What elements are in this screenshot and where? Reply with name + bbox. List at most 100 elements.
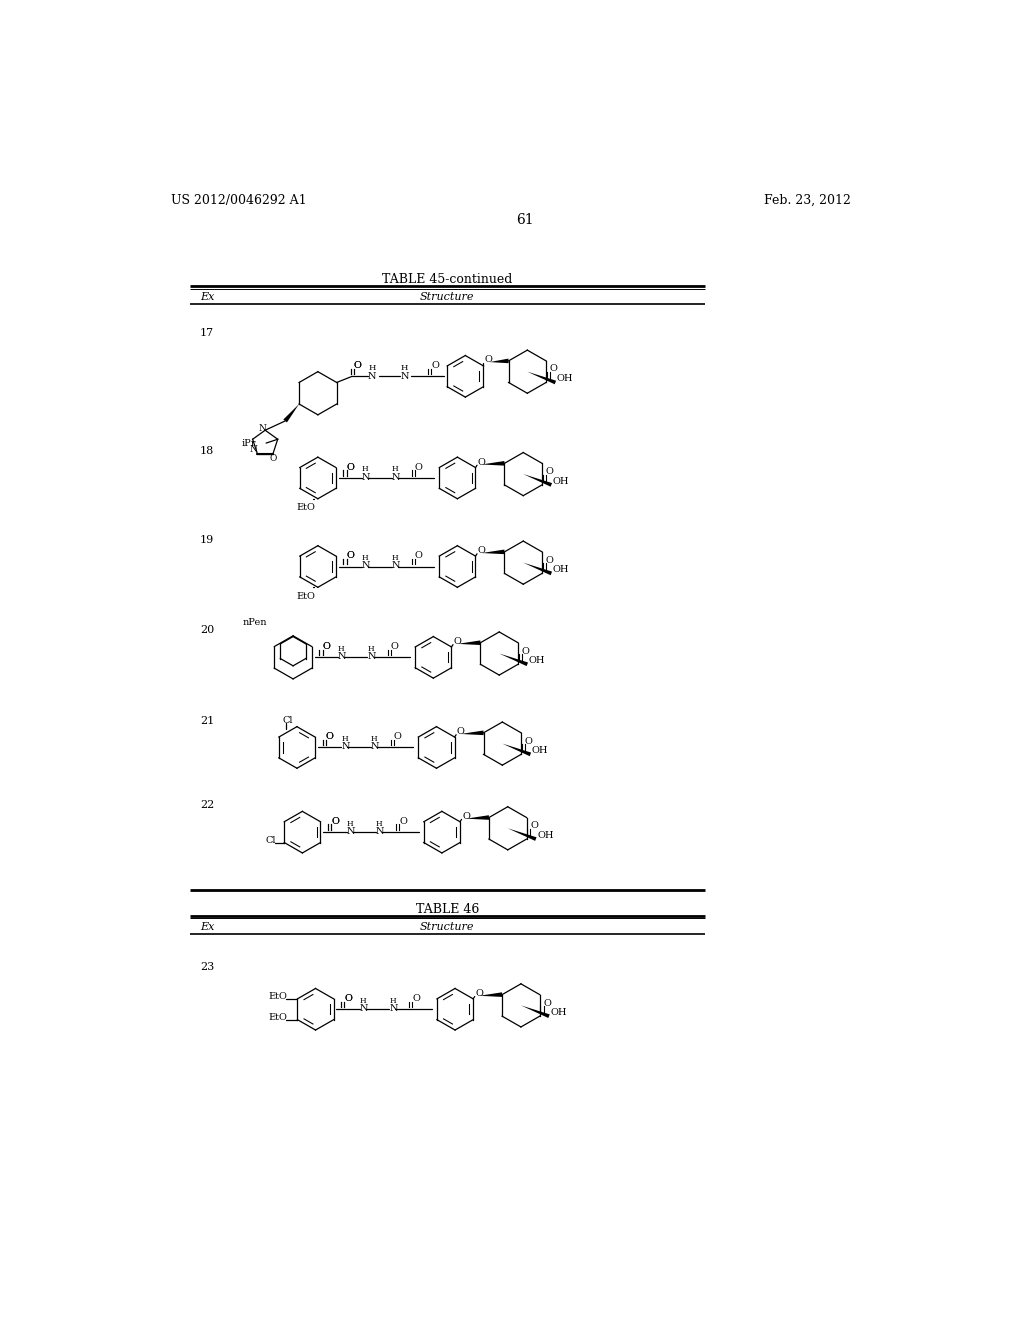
Text: O: O	[478, 458, 485, 467]
Text: O: O	[346, 463, 354, 471]
Text: H: H	[391, 466, 398, 474]
Text: H: H	[346, 820, 353, 828]
Text: O: O	[346, 552, 354, 560]
Text: H: H	[369, 364, 376, 372]
Text: O: O	[353, 362, 361, 370]
Text: N: N	[368, 652, 376, 661]
Text: H: H	[338, 645, 345, 653]
Text: N: N	[338, 652, 346, 661]
Text: 17: 17	[200, 329, 214, 338]
Text: Cl: Cl	[283, 715, 293, 725]
Text: O: O	[550, 364, 558, 374]
Text: Ex: Ex	[200, 921, 214, 932]
Text: TABLE 45-continued: TABLE 45-continued	[382, 273, 512, 286]
Text: O: O	[457, 727, 465, 737]
Text: N: N	[391, 561, 400, 570]
Polygon shape	[284, 404, 299, 422]
Text: O: O	[323, 642, 331, 651]
Text: O: O	[346, 552, 354, 560]
Polygon shape	[508, 829, 537, 841]
Text: O: O	[546, 556, 554, 565]
Text: US 2012/0046292 A1: US 2012/0046292 A1	[171, 194, 306, 207]
Text: O: O	[530, 821, 539, 830]
Polygon shape	[489, 359, 509, 363]
Text: O: O	[331, 817, 339, 826]
Text: Structure: Structure	[420, 921, 474, 932]
Text: N: N	[341, 742, 349, 751]
Text: H: H	[371, 735, 377, 743]
Text: N: N	[391, 473, 400, 482]
Text: H: H	[368, 645, 374, 653]
Text: OH: OH	[528, 656, 546, 665]
Polygon shape	[523, 562, 552, 576]
Text: O: O	[346, 463, 354, 471]
Polygon shape	[458, 640, 480, 645]
Text: O: O	[546, 467, 554, 477]
Text: iPr: iPr	[242, 438, 256, 447]
Polygon shape	[481, 461, 505, 466]
Text: O: O	[270, 454, 278, 463]
Text: O: O	[544, 999, 552, 1007]
Text: N: N	[346, 826, 355, 836]
Text: Feb. 23, 2012: Feb. 23, 2012	[764, 194, 850, 207]
Text: O: O	[415, 463, 423, 471]
Text: O: O	[475, 989, 483, 998]
Text: 20: 20	[200, 626, 214, 635]
Text: Ex: Ex	[200, 292, 214, 302]
Text: O: O	[323, 642, 331, 651]
Text: EtO: EtO	[296, 503, 315, 512]
Polygon shape	[479, 993, 502, 997]
Text: 19: 19	[200, 535, 214, 545]
Text: H: H	[376, 820, 383, 828]
Text: O: O	[413, 994, 420, 1003]
Text: O: O	[326, 733, 334, 741]
Text: O: O	[326, 733, 334, 741]
Text: O: O	[454, 638, 462, 645]
Text: N: N	[362, 473, 371, 482]
Text: O: O	[391, 642, 398, 651]
Text: O: O	[394, 733, 401, 741]
Text: 61: 61	[516, 213, 534, 227]
Text: OH: OH	[531, 746, 549, 755]
Polygon shape	[503, 743, 531, 756]
Text: 18: 18	[200, 446, 214, 455]
Text: H: H	[401, 364, 409, 372]
Polygon shape	[466, 816, 489, 820]
Text: O: O	[525, 737, 532, 746]
Text: H: H	[359, 997, 367, 1005]
Text: OH: OH	[538, 830, 554, 840]
Text: nPen: nPen	[243, 618, 267, 627]
Text: 21: 21	[200, 715, 214, 726]
Polygon shape	[523, 474, 552, 487]
Text: O: O	[415, 552, 423, 560]
Text: O: O	[344, 994, 352, 1003]
Text: Structure: Structure	[420, 292, 474, 302]
Text: H: H	[362, 554, 369, 562]
Text: 23: 23	[200, 962, 214, 972]
Polygon shape	[461, 730, 483, 735]
Polygon shape	[481, 549, 505, 554]
Text: H: H	[389, 997, 396, 1005]
Text: Cl: Cl	[265, 836, 276, 845]
Polygon shape	[521, 1006, 550, 1018]
Text: N: N	[368, 372, 376, 380]
Text: H: H	[341, 735, 348, 743]
Text: N: N	[359, 1005, 369, 1012]
Text: O: O	[344, 994, 352, 1003]
Text: N: N	[400, 372, 409, 380]
Text: O: O	[522, 647, 529, 656]
Text: N: N	[371, 742, 379, 751]
Text: EtO: EtO	[268, 993, 287, 1001]
Text: O: O	[353, 362, 361, 370]
Text: H: H	[362, 466, 369, 474]
Text: N: N	[250, 445, 258, 454]
Text: O: O	[478, 546, 485, 556]
Polygon shape	[500, 653, 528, 667]
Text: TABLE 46: TABLE 46	[416, 903, 479, 916]
Text: N: N	[376, 826, 384, 836]
Text: O: O	[462, 812, 470, 821]
Text: O: O	[399, 817, 408, 826]
Text: OH: OH	[557, 374, 573, 383]
Text: O: O	[431, 362, 439, 370]
Text: H: H	[391, 554, 398, 562]
